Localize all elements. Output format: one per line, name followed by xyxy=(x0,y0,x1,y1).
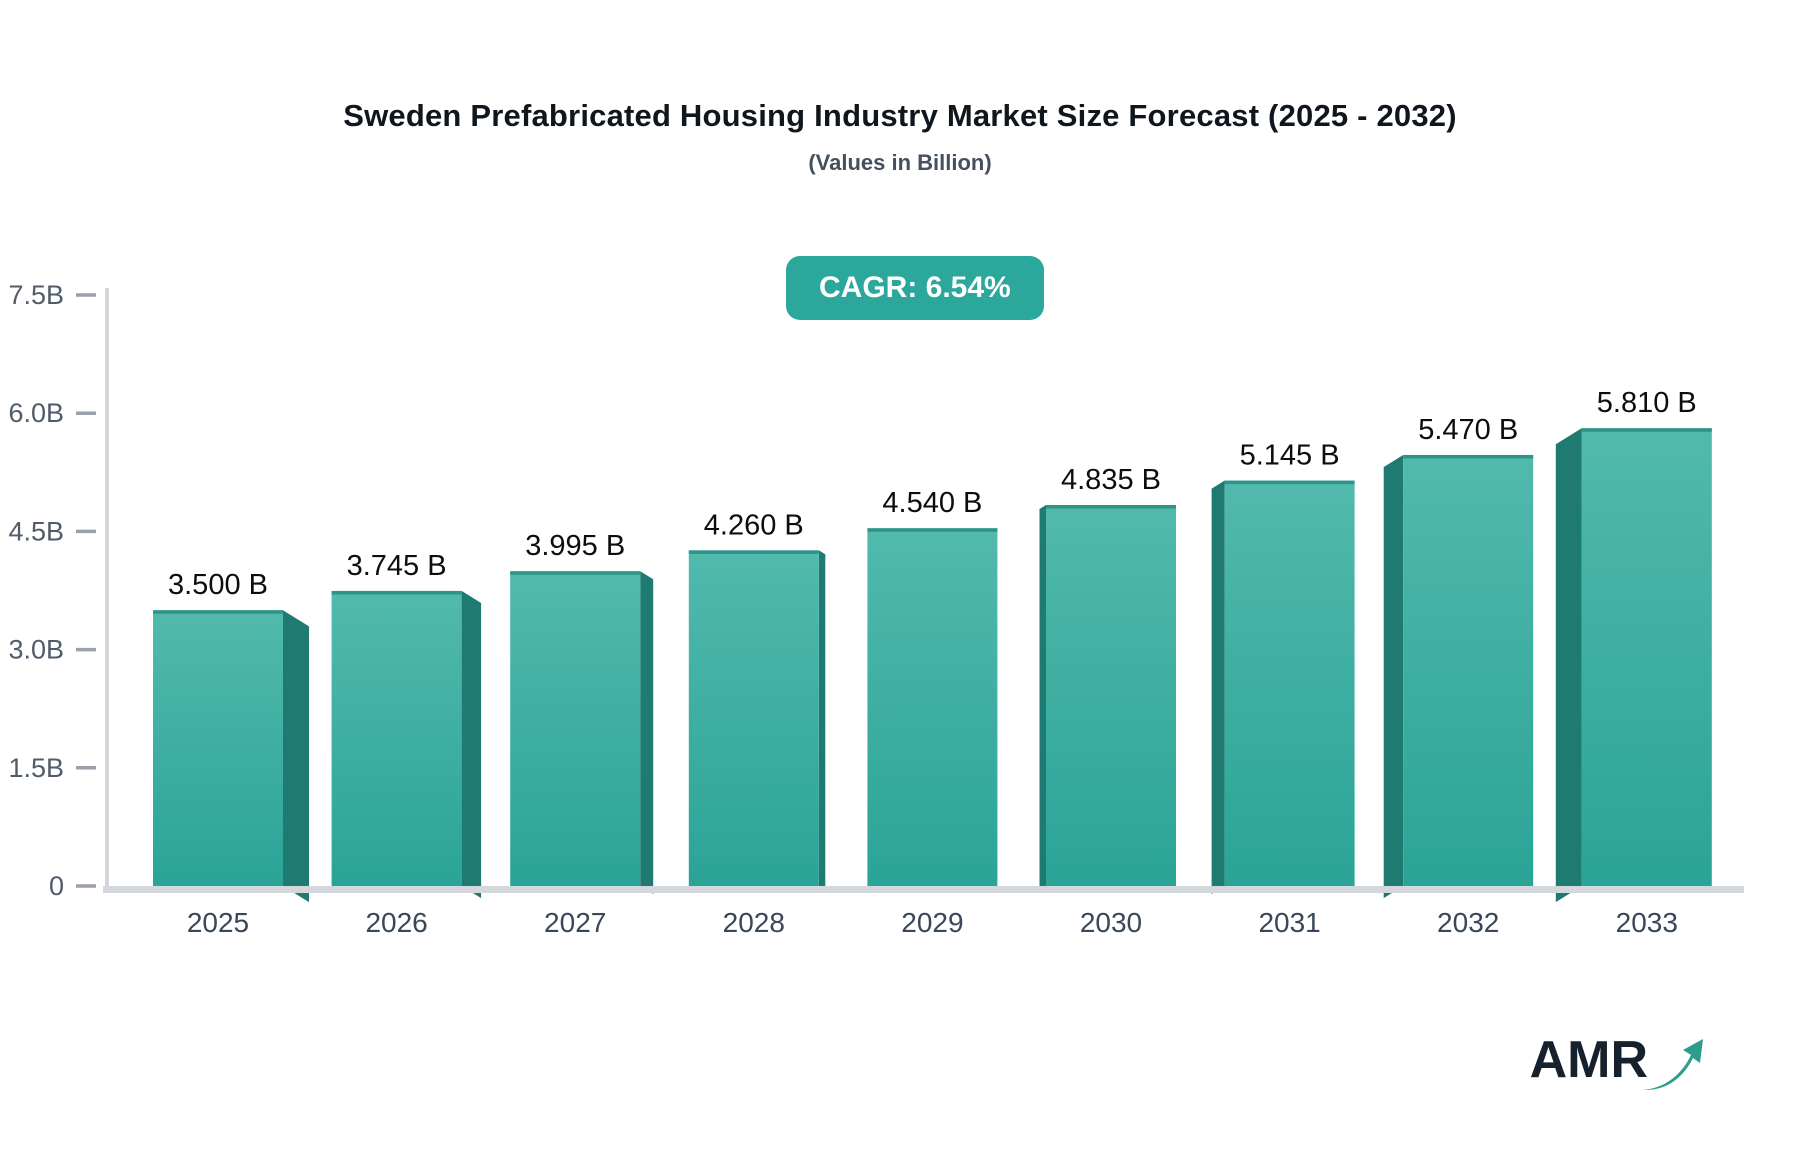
bar-2027: 3.995 B xyxy=(510,530,654,895)
y-axis-line xyxy=(105,288,109,890)
x-tick-label: 2030 xyxy=(1080,907,1142,938)
bar-front-face xyxy=(510,571,641,886)
x-tick-label: 2026 xyxy=(365,907,427,938)
bar-2028: 4.260 B xyxy=(688,509,826,891)
cagr-badge: CAGR: 6.54% xyxy=(786,256,1044,320)
chart-subtitle: (Values in Billion) xyxy=(808,150,992,175)
y-tick-label: 4.5B xyxy=(8,516,64,546)
bar-side-face xyxy=(1383,454,1404,899)
trend-up-arrow-icon xyxy=(1643,1039,1703,1091)
bar-2030: 4.835 B xyxy=(1039,464,1176,891)
bar-2029: 4.540 B xyxy=(867,487,998,886)
chart-title: Sweden Prefabricated Housing Industry Ma… xyxy=(343,98,1457,133)
bar-front-face xyxy=(331,590,462,886)
bar-value-label: 3.745 B xyxy=(347,550,447,582)
bar-value-label: 4.260 B xyxy=(704,509,804,541)
bar-2025: 3.500 B xyxy=(153,569,309,903)
y-tick-label: 7.5B xyxy=(8,280,64,310)
bar-side-face xyxy=(461,590,482,899)
bar-front-face xyxy=(153,610,283,886)
bar-side-face xyxy=(1555,428,1582,903)
bar-2031: 5.145 B xyxy=(1211,440,1355,895)
bar-value-label: 5.470 B xyxy=(1418,414,1518,446)
x-tick-label: 2029 xyxy=(901,907,963,938)
bar-front-face xyxy=(1046,505,1176,886)
bar-value-label: 4.835 B xyxy=(1061,464,1161,496)
x-tick-label: 2032 xyxy=(1437,907,1499,938)
bar-value-label: 5.145 B xyxy=(1240,440,1340,472)
x-tick-label: 2027 xyxy=(544,907,606,938)
bar-side-face xyxy=(1039,505,1046,891)
x-tick-label: 2025 xyxy=(187,907,249,938)
bar-value-label: 3.500 B xyxy=(168,569,268,601)
bar-front-face xyxy=(867,528,998,886)
y-tick-label: 1.5B xyxy=(8,753,64,783)
bar-2033: 5.810 B xyxy=(1555,387,1712,903)
bar-2032: 5.470 B xyxy=(1383,414,1534,899)
bar-side-face xyxy=(818,550,826,891)
bar-value-label: 5.810 B xyxy=(1597,387,1697,419)
y-tick-label: 0 xyxy=(49,871,64,901)
amr-logo-text: AMR xyxy=(1529,1031,1648,1089)
x-tick-label: 2031 xyxy=(1258,907,1320,938)
bar-value-label: 3.995 B xyxy=(525,530,625,562)
bar-front-face xyxy=(1224,480,1355,886)
bar-2026: 3.745 B xyxy=(331,550,482,899)
amr-logo: AMR xyxy=(1529,1031,1704,1094)
x-axis-baseline xyxy=(103,886,1744,893)
bar-front-face xyxy=(1403,454,1534,886)
bar-front-face xyxy=(1581,428,1712,886)
bar-side-face xyxy=(640,571,654,895)
bar-front-face xyxy=(688,550,819,886)
x-tick-label: 2033 xyxy=(1616,907,1678,938)
y-tick-label: 6.0B xyxy=(8,398,64,428)
bar-value-label: 4.540 B xyxy=(882,487,982,519)
cagr-badge-label: CAGR: 6.54% xyxy=(819,271,1011,304)
y-tick-label: 3.0B xyxy=(8,635,64,665)
bar-side-face xyxy=(1211,480,1225,895)
bar-side-face xyxy=(283,610,309,903)
x-tick-label: 2028 xyxy=(723,907,785,938)
